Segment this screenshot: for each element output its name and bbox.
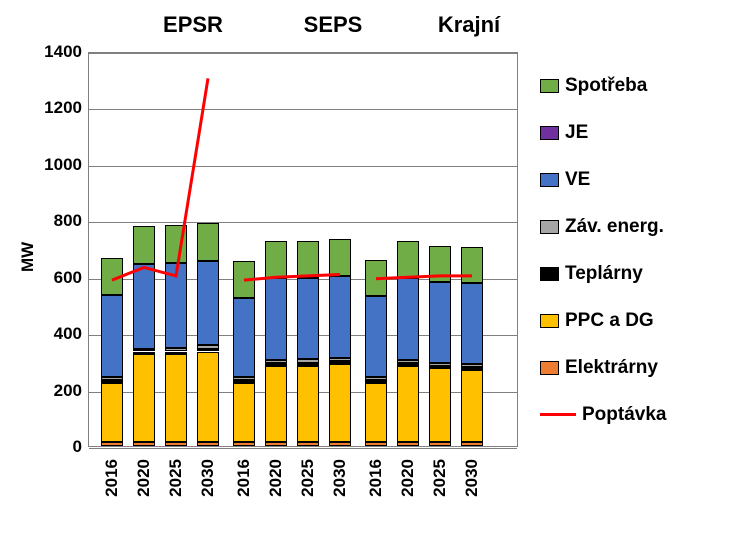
y-tick-label: 400: [22, 324, 82, 344]
x-tick-label: 2020: [266, 459, 286, 497]
legend-item-ppc_dg: PPC a DG: [540, 297, 740, 344]
legend-item-elektrarny: Elektrárny: [540, 344, 740, 391]
scenario-label-krajni: Krajní: [404, 12, 534, 38]
legend-swatch-line: [540, 413, 576, 416]
x-tick-label: 2030: [330, 459, 350, 497]
legend-label: VE: [565, 169, 590, 191]
legend-swatch-box: [540, 314, 559, 328]
chart-plot-area: [88, 52, 518, 447]
legend-label: Elektrárny: [565, 357, 658, 379]
x-tick-label: 2030: [198, 459, 218, 497]
x-tick-label: 2016: [366, 459, 386, 497]
scenario-label-epsr: EPSR: [128, 12, 258, 38]
legend-swatch-box: [540, 267, 559, 281]
legend-label: Poptávka: [582, 404, 666, 426]
legend-label: PPC a DG: [565, 310, 654, 332]
x-tick-label: 2025: [298, 459, 318, 497]
y-axis-title: MW: [18, 242, 38, 272]
x-tick-label: 2020: [398, 459, 418, 497]
legend-swatch-box: [540, 126, 559, 140]
legend-label: Teplárny: [565, 263, 643, 285]
gridline: [89, 448, 517, 449]
y-tick-label: 0: [22, 437, 82, 457]
y-tick-label: 1400: [22, 42, 82, 62]
legend-item-ve: VE: [540, 156, 740, 203]
y-tick-label: 200: [22, 381, 82, 401]
x-tick-label: 2016: [234, 459, 254, 497]
poptavka-line: [376, 276, 472, 279]
legend-item-poptavka: Poptávka: [540, 391, 740, 438]
legend-label: JE: [565, 122, 588, 144]
page: EPSR SEPS Krajní 02004006008001000120014…: [0, 0, 751, 535]
legend-item-je: JE: [540, 109, 740, 156]
poptavka-line-overlay: [89, 53, 517, 446]
x-tick-label: 2030: [462, 459, 482, 497]
x-tick-label: 2020: [134, 459, 154, 497]
legend-swatch-box: [540, 361, 559, 375]
poptavka-line: [244, 274, 340, 280]
legend-swatch-box: [540, 173, 559, 187]
legend-swatch-box: [540, 79, 559, 93]
legend-item-teplarny: Teplárny: [540, 250, 740, 297]
legend: Spotřeba JE VE Záv. energ. Teplárny PPC a DG E…: [540, 62, 740, 438]
x-tick-label: 2025: [430, 459, 450, 497]
y-tick-label: 800: [22, 211, 82, 231]
legend-item-spotreba: Spotřeba: [540, 62, 740, 109]
y-tick-label: 1200: [22, 98, 82, 118]
legend-label: Záv. energ.: [565, 216, 664, 238]
scenario-label-seps: SEPS: [268, 12, 398, 38]
legend-swatch-box: [540, 220, 559, 234]
poptavka-line: [112, 78, 208, 280]
x-tick-label: 2025: [166, 459, 186, 497]
legend-item-zav_energ: Záv. energ.: [540, 203, 740, 250]
y-tick-label: 1000: [22, 155, 82, 175]
legend-label: Spotřeba: [565, 75, 647, 97]
x-tick-label: 2016: [102, 459, 122, 497]
